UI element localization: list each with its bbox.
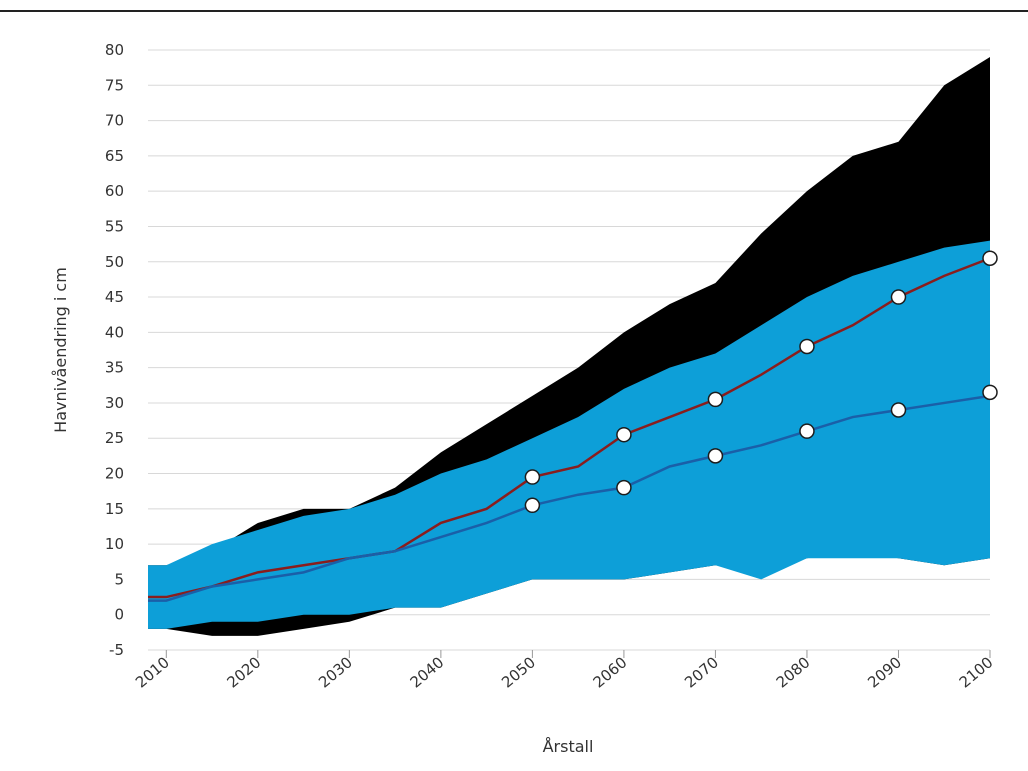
top-border-rule <box>0 10 1028 12</box>
x-tick-label: 2090 <box>864 653 905 691</box>
y-tick-label: 65 <box>105 147 124 165</box>
x-tick-label: 2030 <box>315 653 356 691</box>
band-area-1 <box>148 240 990 629</box>
data-point <box>524 469 541 485</box>
y-axis-title: Havnivåendring i cm <box>51 267 70 433</box>
y-tick-label: 0 <box>114 606 124 624</box>
y-tick-label: 40 <box>105 323 124 341</box>
x-tick-label: 2060 <box>590 653 631 691</box>
data-point <box>707 448 724 464</box>
y-tick-label: 10 <box>105 535 124 553</box>
y-axis-ticks: -5 0 5 10 15 20 25 30 35 40 45 50 55 60 65 70 75 80 <box>105 41 124 659</box>
data-point <box>890 402 907 418</box>
data-point <box>890 289 907 305</box>
series-lines <box>148 257 991 602</box>
x-tick-label: 2020 <box>224 653 265 691</box>
data-point <box>799 423 815 439</box>
y-tick-label: 20 <box>105 465 124 483</box>
x-tick-label: 2010 <box>132 653 173 691</box>
series-line-2 <box>148 257 991 599</box>
y-tick-label: 55 <box>105 217 124 235</box>
y-tick-label: 70 <box>105 112 124 130</box>
data-point <box>982 250 998 266</box>
data-point <box>982 384 998 401</box>
x-tick-label: 2100 <box>956 653 997 691</box>
y-tick-label: -5 <box>109 641 124 659</box>
uncertainty-bands <box>148 57 990 636</box>
y-tick-label: 15 <box>105 500 124 518</box>
y-tick-label: 75 <box>105 76 124 94</box>
y-tick-label: 60 <box>105 182 124 200</box>
y-tick-label: 5 <box>114 570 124 588</box>
data-point <box>707 391 724 408</box>
x-axis-ticks: 2010 2020 2030 2040 2050 2060 2070 2080 2090 2100 <box>132 650 997 692</box>
y-tick-label: 80 <box>105 41 124 59</box>
y-tick-label: 30 <box>105 394 124 412</box>
x-axis-title: Årstall <box>543 737 594 756</box>
data-markers <box>524 250 998 514</box>
data-point <box>616 479 632 496</box>
y-tick-label: 45 <box>105 288 124 306</box>
x-tick-label: 2040 <box>407 653 448 691</box>
x-tick-label: 2080 <box>773 653 814 691</box>
data-point <box>524 497 541 514</box>
data-point <box>799 338 815 355</box>
y-tick-label: 35 <box>105 359 124 377</box>
data-point <box>616 426 632 443</box>
y-tick-label: 25 <box>105 429 124 447</box>
series-line-3 <box>148 394 991 602</box>
x-tick-label: 2070 <box>681 653 722 691</box>
y-tick-label: 50 <box>105 253 124 271</box>
x-tick-label: 2050 <box>498 653 539 691</box>
